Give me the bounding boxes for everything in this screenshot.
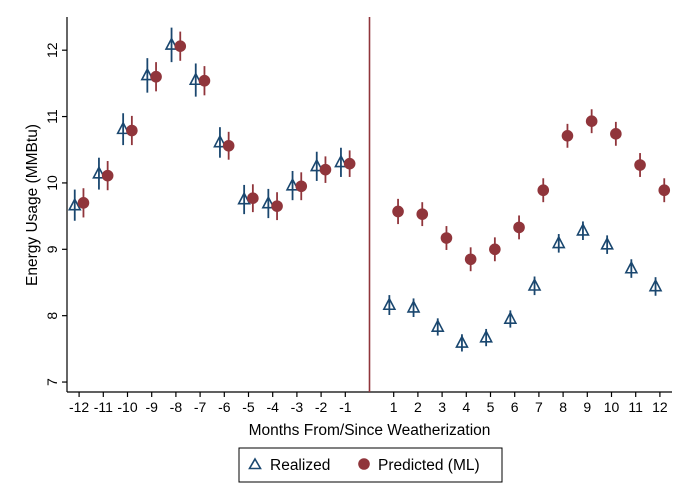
predicted-point (222, 139, 235, 152)
realized-point (624, 260, 639, 274)
x-tick-label: 12 (652, 399, 668, 415)
y-axis: 7 8 9 10 11 12 (44, 17, 68, 392)
predicted-point (247, 192, 259, 204)
realized-point (92, 165, 106, 179)
predicted-point (271, 200, 283, 212)
realized-point (334, 154, 348, 168)
predicted-point (319, 163, 332, 176)
y-tick-label: 11 (44, 109, 60, 124)
realized-point (503, 310, 518, 324)
realized-point (648, 278, 663, 292)
x-tick-label: -4 (266, 399, 279, 415)
x-tick-label: 1 (390, 399, 398, 415)
predicted-point (416, 208, 429, 220)
y-tick-label: 8 (44, 312, 60, 320)
predicted-point (610, 128, 622, 140)
x-tick-label: 6 (511, 399, 519, 415)
predicted-point (561, 130, 574, 142)
realized-point (551, 235, 566, 249)
predicted-point (343, 157, 356, 170)
x-tick-label: -5 (242, 399, 255, 415)
x-tick-label: 7 (535, 399, 543, 415)
realized-point (479, 329, 493, 343)
realized-point (285, 177, 300, 191)
x-tick-label: -8 (170, 399, 183, 415)
legend-realized-marker (248, 457, 262, 470)
x-tick-label: -9 (145, 399, 158, 415)
x-tick-label: 11 (628, 399, 643, 415)
realized-point (116, 121, 130, 135)
predicted-point (658, 184, 671, 197)
x-tick-label: -7 (194, 399, 207, 415)
predicted-point (489, 243, 501, 256)
predicted-point (537, 184, 550, 197)
y-tick-label: 7 (44, 378, 60, 386)
legend-box (238, 447, 503, 483)
predicted-point (77, 197, 90, 209)
realized-point (406, 299, 421, 313)
x-tick-label: 8 (559, 399, 567, 415)
realized-point (67, 197, 82, 211)
series-predicted (77, 31, 671, 272)
x-axis-ticks: -12 -11 -10 -9 -8 -7 -6 -5 -4 -3 -2 -1 1 2 3 4 5 6 7 8 9 10 11… (69, 392, 668, 415)
realized-point (430, 318, 445, 332)
x-tick-label: 2 (414, 399, 422, 415)
predicted-point (174, 40, 187, 53)
x-tick-label: 4 (462, 399, 470, 415)
x-tick-label: -1 (339, 399, 352, 415)
predicted-point (440, 232, 453, 244)
predicted-point (295, 180, 308, 193)
realized-point (600, 236, 614, 250)
x-tick-label: 5 (487, 399, 495, 415)
x-tick-label: -2 (315, 399, 328, 415)
predicted-point (101, 169, 114, 182)
x-tick-label: 3 (438, 399, 446, 415)
x-tick-label: -12 (69, 399, 89, 415)
y-tick-label: 12 (44, 42, 60, 58)
series-layer (67, 27, 671, 352)
realized-point (213, 134, 227, 148)
realized-point (188, 72, 203, 86)
legend-realized-label: Realized (270, 457, 330, 474)
y-axis-title: Energy Usage (MMBtu) (24, 124, 41, 286)
realized-point (382, 297, 397, 311)
realized-point (576, 222, 590, 236)
x-tick-label: -6 (218, 399, 231, 415)
series-realized (67, 27, 663, 352)
x-tick-label: -11 (94, 399, 113, 415)
predicted-point (585, 115, 598, 128)
realized-point (527, 277, 542, 291)
realized-point (237, 191, 251, 205)
predicted-point (126, 124, 138, 137)
predicted-point (464, 253, 477, 266)
y-tick-label: 10 (44, 175, 60, 191)
legend-predicted-label: Predicted (ML) (378, 457, 480, 474)
predicted-point (198, 74, 211, 87)
legend-predicted-marker (358, 458, 370, 470)
realized-point (261, 195, 276, 209)
realized-point (309, 158, 324, 172)
predicted-point (392, 205, 404, 218)
x-axis-title: Months From/Since Weatherization (249, 422, 491, 439)
predicted-point (634, 159, 646, 171)
predicted-point (513, 221, 525, 234)
realized-point (164, 36, 179, 50)
x-axis: -12 -11 -10 -9 -8 -7 -6 -5 -4 -3 -2 -1 1 2 3 4 5 6 7 8 9 10 11… (67, 391, 672, 415)
y-axis-ticks: 7 8 9 10 11 12 (44, 42, 67, 386)
x-tick-label: -3 (291, 399, 304, 415)
realized-point (455, 334, 469, 348)
y-tick-label: 9 (44, 245, 60, 253)
x-tick-label: -10 (117, 399, 137, 415)
predicted-point (150, 70, 162, 83)
x-tick-label: 10 (604, 399, 620, 415)
x-tick-label: 9 (583, 399, 591, 415)
realized-point (140, 67, 155, 81)
legend: Realized Predicted (ML) (238, 447, 503, 483)
